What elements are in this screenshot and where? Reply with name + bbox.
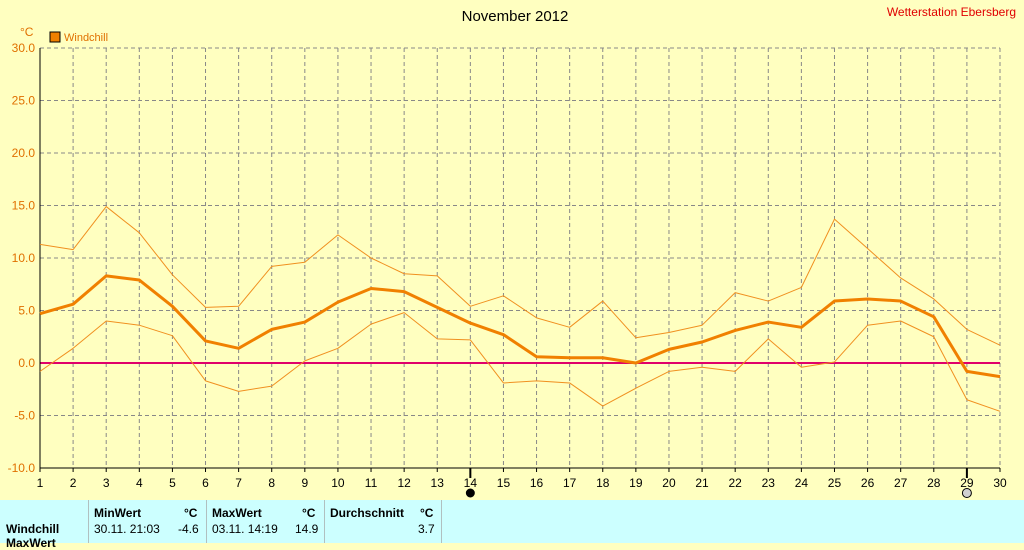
y-tick-label: -10.0: [8, 461, 36, 475]
y-tick-label: 10.0: [12, 251, 36, 265]
x-tick-label: 24: [795, 476, 809, 490]
x-tick-label: 6: [202, 476, 209, 490]
stats-separator: [88, 500, 89, 543]
x-tick-label: 22: [728, 476, 742, 490]
grid: [39, 47, 1001, 469]
x-tick-label: 20: [662, 476, 676, 490]
legend-swatch: [49, 31, 61, 43]
y-tick-label: 15.0: [12, 199, 36, 213]
min-header: MinWert: [94, 506, 142, 520]
y-tick-label: 0.0: [18, 356, 35, 370]
chart: November 2012 Wetterstation Ebersberg °C…: [8, 5, 1016, 498]
avg-value: 3.7: [418, 522, 435, 536]
x-tick-label: 13: [431, 476, 445, 490]
axes: 30.025.020.015.010.05.00.0-5.0-10.01 2 3 4 5…: [8, 41, 1007, 490]
max-value: 14.9: [295, 522, 319, 536]
stats-separator: [206, 500, 207, 543]
x-tick-label: 18: [596, 476, 610, 490]
y-unit: °C: [20, 25, 34, 39]
x-tick-label: 3: [103, 476, 110, 490]
min-value: -4.6: [178, 522, 199, 536]
max-unit: °C: [302, 506, 316, 520]
x-tick-label: 2: [70, 476, 77, 490]
legend-label: Windchill: [64, 32, 108, 44]
min-unit: °C: [184, 506, 198, 520]
y-tick-label: 20.0: [12, 146, 36, 160]
day-marker-filled: [465, 488, 475, 498]
x-tick-label: 29: [960, 476, 974, 490]
day-marker-open: [961, 488, 972, 498]
x-tick-label: 30: [993, 476, 1007, 490]
avg-header: Durchschnitt: [330, 506, 405, 520]
x-tick-label: 10: [331, 476, 345, 490]
series-line-mean: [39, 274, 1001, 379]
x-tick-label: 7: [235, 476, 242, 490]
x-tick-label: 1: [37, 476, 44, 490]
x-tick-label: 23: [762, 476, 776, 490]
x-tick-label: 8: [268, 476, 275, 490]
x-tick-label: 15: [497, 476, 511, 490]
series-group: [39, 206, 1001, 412]
x-tick-label: 12: [397, 476, 411, 490]
x-tick-label: 26: [861, 476, 875, 490]
x-tick-label: 28: [927, 476, 941, 490]
x-tick-label: 16: [530, 476, 544, 490]
x-tick-label: 21: [695, 476, 709, 490]
stats-separator: [441, 500, 442, 543]
y-tick-label: -5.0: [14, 409, 35, 423]
x-tick-label: 25: [828, 476, 842, 490]
y-tick-label: 5.0: [18, 304, 35, 318]
max-header: MaxWert: [212, 506, 262, 520]
x-tick-label: 11: [365, 476, 378, 490]
y-tick-label: 25.0: [12, 94, 36, 108]
x-tick-label: 5: [169, 476, 176, 490]
x-tick-label: 17: [563, 476, 577, 490]
series-line-min: [39, 312, 1001, 412]
y-tick-label: 30.0: [12, 41, 36, 55]
series-line-max: [39, 206, 1001, 346]
stats-separator: [324, 500, 325, 543]
max-time: 03.11. 14:19: [212, 522, 278, 536]
x-tick-label: 4: [136, 476, 143, 490]
stats-row-label: Windchill: [6, 522, 60, 536]
x-tick-label: 19: [629, 476, 643, 490]
x-tick-label: 27: [894, 476, 908, 490]
station-name: Wetterstation Ebersberg: [887, 5, 1016, 19]
min-time: 30.11. 21:03: [94, 522, 160, 536]
x-tick-label: 9: [301, 476, 308, 490]
stats-panel: Windchill MaxWert MinWert °C 30.11. 21:0…: [0, 500, 1024, 550]
avg-unit: °C: [420, 506, 434, 520]
stats-row2-label: MaxWert: [6, 536, 56, 550]
x-tick-label: 14: [464, 476, 478, 490]
chart-title: November 2012: [462, 8, 569, 25]
day-markers: [465, 468, 972, 498]
